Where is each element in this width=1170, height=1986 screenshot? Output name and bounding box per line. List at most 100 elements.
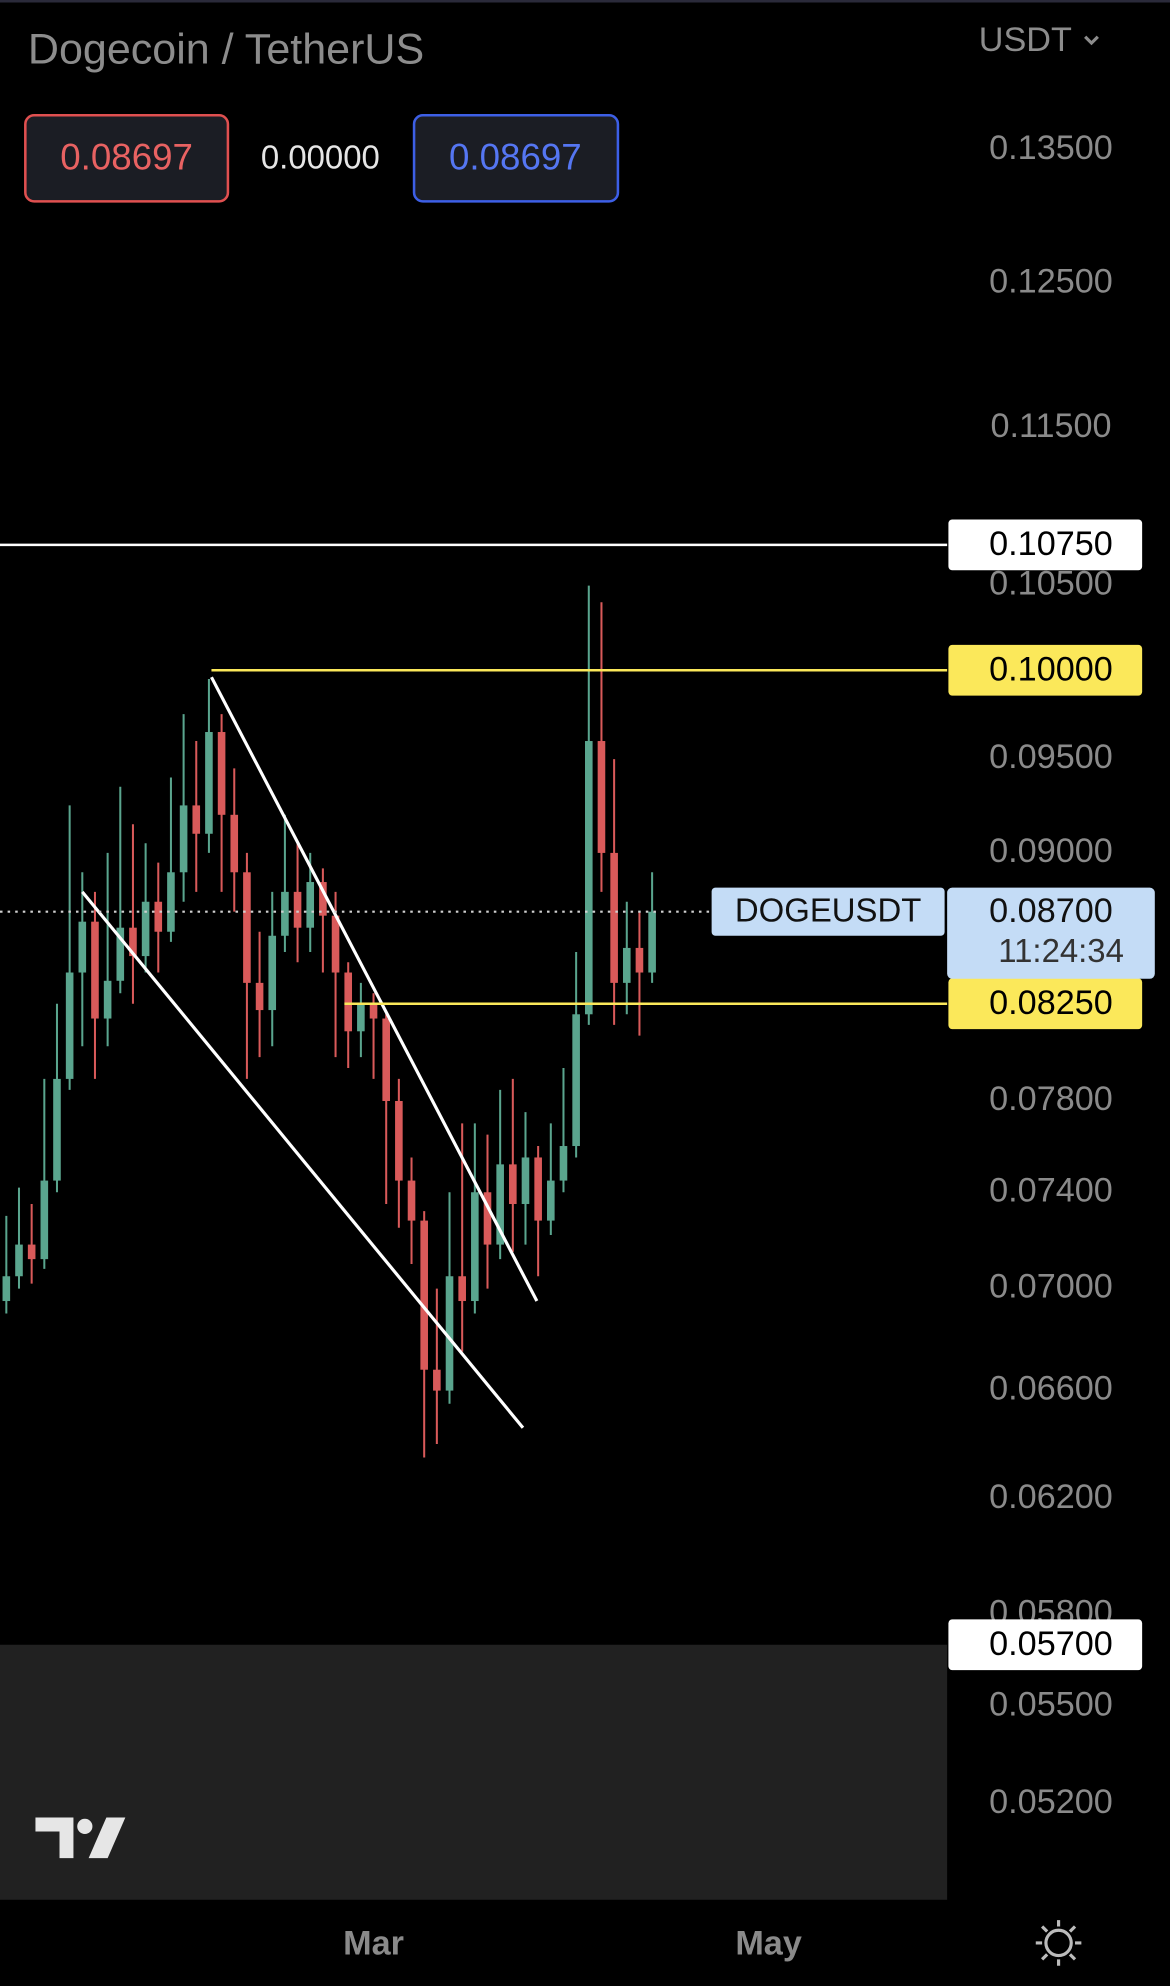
candle-body <box>420 1220 428 1370</box>
candle-body <box>230 814 239 873</box>
candle-body <box>648 911 656 973</box>
candle-body <box>116 927 125 981</box>
plot: 0.13500 0.12500 0.11500 0.10500 0.09500 0.090… <box>0 129 1155 1900</box>
logo-mark <box>35 1817 74 1859</box>
candle-body <box>293 891 302 928</box>
y-tick-label: 0.07000 <box>989 1268 1113 1306</box>
candle-body <box>534 1157 542 1221</box>
symbol-label: DOGEUSDT <box>735 892 921 929</box>
candle-body <box>141 901 150 957</box>
chevron-icon[interactable] <box>1084 35 1099 46</box>
level-tag <box>948 644 1143 696</box>
candle-body <box>15 1244 23 1277</box>
symbol-title[interactable]: Dogecoin / TetherUS <box>28 25 424 73</box>
logo-dot <box>77 1818 93 1835</box>
level-tag <box>948 519 1143 571</box>
level-label: 0.10750 <box>989 525 1113 563</box>
candle-body <box>369 1003 378 1019</box>
last-price-tag <box>947 887 1155 979</box>
candle-body <box>572 1014 580 1147</box>
candle-body <box>610 852 618 983</box>
candle-body <box>167 872 175 932</box>
candle-body <box>129 927 137 957</box>
y-tick-label: 0.07800 <box>989 1080 1113 1118</box>
y-tick-label: 0.07400 <box>989 1171 1113 1209</box>
candle-body <box>78 921 87 973</box>
level-tag <box>948 978 1143 1030</box>
spread: 0.00000 <box>261 138 380 175</box>
candle-body <box>154 901 163 932</box>
y-tick-label: 0.12500 <box>989 262 1113 300</box>
candle-body <box>395 1100 403 1181</box>
y-tick-label: 0.06600 <box>989 1370 1113 1408</box>
candle-body <box>255 982 264 1011</box>
y-tick-label: 0.10500 <box>989 565 1113 603</box>
symbol-tag <box>711 887 945 936</box>
level-tag <box>948 1619 1143 1671</box>
candle-body <box>281 891 289 936</box>
header: Dogecoin / TetherUS USDT 0.08697 0.00000… <box>24 21 1099 203</box>
candle-body <box>521 1157 530 1205</box>
y-tick-label: 0.05500 <box>989 1686 1113 1724</box>
candle-body <box>331 915 340 973</box>
candle-body <box>471 1192 479 1302</box>
candle-body <box>559 1146 568 1181</box>
y-tick-label: 0.13500 <box>989 129 1113 167</box>
candle-body <box>103 980 112 1019</box>
candle-body <box>179 805 188 873</box>
last-price-label: 0.08700 <box>989 892 1113 930</box>
candle-body <box>509 1164 517 1205</box>
candle-body <box>217 732 226 815</box>
price-band <box>0 1644 948 1900</box>
x-tick-label: May <box>735 1924 802 1962</box>
candle-body <box>268 935 277 1011</box>
candle-body <box>382 1018 390 1101</box>
y-tick-label: 0.09500 <box>989 738 1113 776</box>
candle-body <box>622 947 631 983</box>
candle-body <box>547 1180 555 1221</box>
candle-body <box>597 741 606 853</box>
level-label: 0.08250 <box>989 984 1113 1022</box>
buy-button[interactable] <box>412 113 620 203</box>
sun-rays[interactable] <box>1035 1920 1082 1966</box>
sun-icon[interactable] <box>1044 1928 1073 1958</box>
level-label: 0.05700 <box>989 1625 1113 1663</box>
buy-price[interactable]: 0.08697 <box>449 136 582 177</box>
theme-toggle[interactable] <box>1035 1920 1082 1966</box>
y-tick-label: 0.09000 <box>989 832 1113 870</box>
candle-body <box>635 947 644 973</box>
candle-body <box>585 741 593 1015</box>
time-axis-bar <box>0 1899 1170 1986</box>
candle-body <box>344 972 353 1032</box>
candle-body <box>319 882 327 916</box>
y-tick-label: 0.11500 <box>990 407 1111 445</box>
logo <box>35 1817 126 1859</box>
y-tick-label: 0.06200 <box>989 1478 1113 1516</box>
candle-body <box>53 1078 61 1181</box>
candle-body <box>306 882 315 928</box>
y-tick-label: 0.05200 <box>989 1783 1113 1821</box>
candle-body <box>192 805 201 834</box>
countdown-label: 11:24:34 <box>998 932 1124 969</box>
currency-selector[interactable]: USDT <box>979 21 1072 59</box>
candle-body <box>27 1244 36 1260</box>
logo-slash <box>88 1817 126 1859</box>
sell-button[interactable] <box>24 113 230 203</box>
x-tick-label: Mar <box>343 1924 404 1962</box>
candle-body <box>357 1003 365 1032</box>
trendline <box>210 676 539 1302</box>
candle-body <box>445 1276 454 1391</box>
candle-body <box>40 1180 49 1260</box>
candle-body <box>91 921 99 1019</box>
candle-body <box>483 1192 492 1245</box>
candle-body <box>433 1369 441 1391</box>
level-label: 0.10000 <box>989 651 1113 689</box>
candle-body <box>65 972 74 1079</box>
candle-body <box>205 732 213 834</box>
sell-price[interactable]: 0.08697 <box>60 136 193 177</box>
candle-body <box>407 1180 416 1221</box>
trendline <box>81 890 525 1429</box>
candle-body <box>458 1276 466 1302</box>
